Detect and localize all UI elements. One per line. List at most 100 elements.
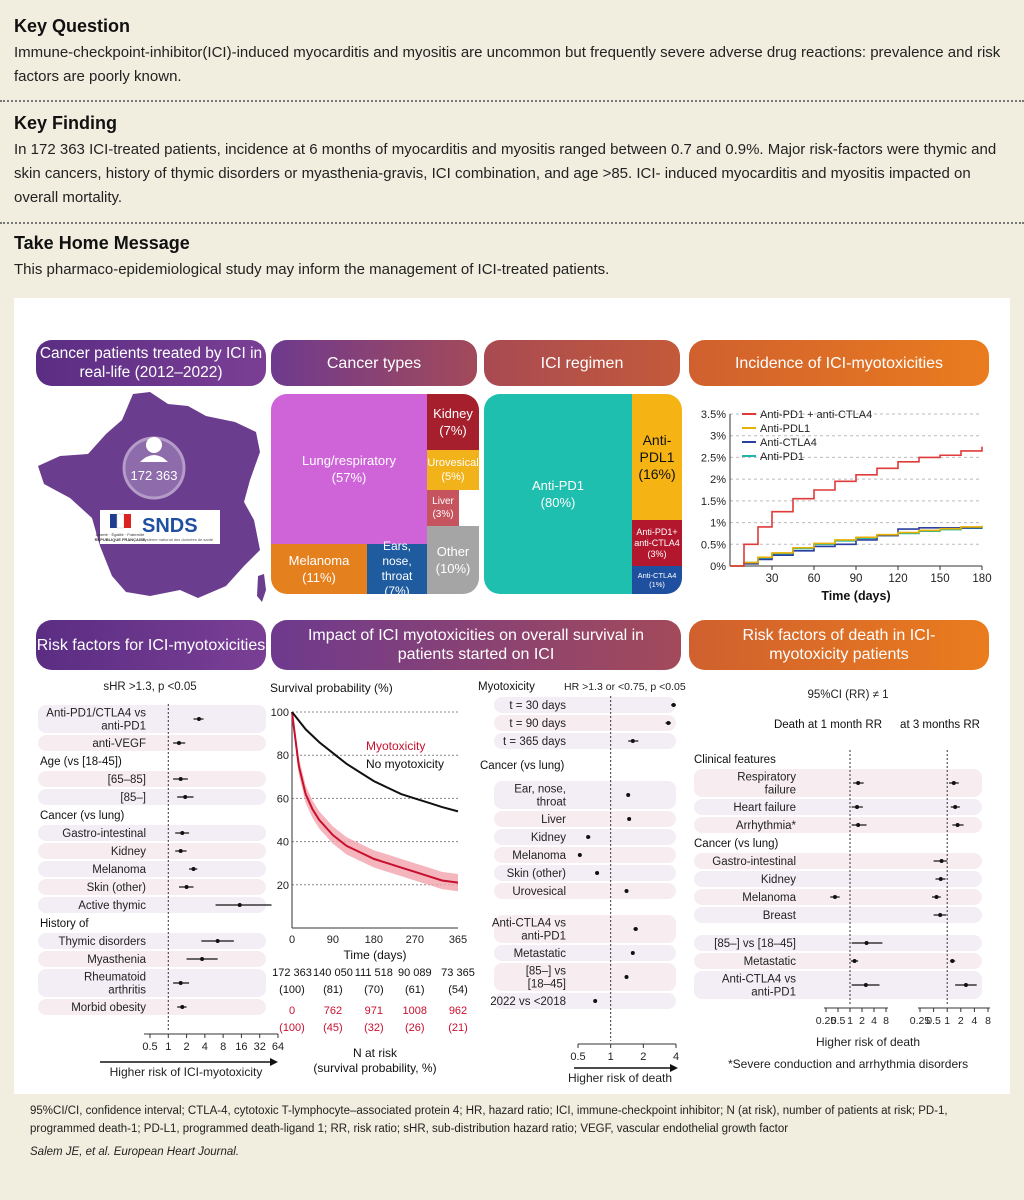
row-band [694, 871, 982, 887]
group-label: Cancer (vs lung) [40, 810, 125, 822]
rf-point [178, 777, 183, 781]
death-3m-point [953, 805, 958, 809]
row-band [38, 999, 266, 1015]
legend-no-myotoxicity: No myotoxicity [366, 757, 444, 771]
forest-death: 95%CI (RR) ≠ 1 Death at 1 month RR at 3 mo… [694, 689, 991, 1071]
citation: Salem JE, et al. European Heart Journal. [30, 1146, 240, 1158]
row-label: anti-PD1 [521, 931, 566, 943]
row-band [494, 697, 676, 713]
x-tick-label: 1 [847, 1015, 853, 1027]
row-label: anti-PD1 [751, 987, 796, 999]
row-band [38, 897, 266, 913]
os-point [627, 817, 632, 821]
key-finding-section: Key Finding In 172 363 ICI-treated patie… [0, 113, 1024, 210]
x-tick-label: 0.5 [831, 1015, 846, 1027]
row-label: Anti-CTLA4 vs [722, 974, 796, 986]
republique-text: RÉPUBLIQUE FRANÇAISE [95, 537, 146, 542]
row-band [38, 843, 266, 859]
legend-label: Anti-PDL1 [760, 423, 810, 435]
x-tick-label: 0 [289, 934, 295, 946]
os-point [666, 721, 671, 725]
at-risk-value: 73 365 [441, 967, 475, 979]
x-tick-label: 60 [808, 573, 821, 585]
x-tick-label: 0.5 [570, 1051, 585, 1063]
x-tick-label: 150 [930, 573, 949, 585]
y-axis-title: Survival probability (%) [270, 681, 393, 695]
row-label: [85–] vs [18–45] [714, 938, 796, 950]
row-band [694, 853, 982, 869]
row-band [494, 847, 676, 863]
key-question-section: Key Question Immune-checkpoint-inhibitor… [0, 16, 1024, 89]
y-tick-label: 3% [710, 431, 726, 443]
at-risk-value: (70) [364, 984, 384, 996]
os-point [593, 999, 598, 1003]
y-tick-label: 100 [271, 707, 289, 719]
treemap-kidney-label: Kidney [433, 406, 473, 421]
y-tick-label: 3.5% [701, 409, 726, 421]
row-band [38, 735, 266, 751]
y-tick-label: 20 [277, 880, 289, 892]
row-band [694, 817, 982, 833]
treemap-lung-pct: (57%) [331, 470, 367, 485]
treemap-melanoma-label: Melanoma [288, 553, 350, 568]
group-label: Clinical features [694, 754, 776, 766]
row-label: Melanoma [512, 850, 566, 862]
row-band [38, 969, 266, 997]
death-3m-point [963, 983, 968, 987]
treemap-anti-pdl1-pct: (16%) [638, 465, 676, 482]
treemap-anti-pd1-label: Anti-PD1 [531, 478, 585, 493]
treemap-melanoma: Melanoma (11%) [271, 544, 367, 594]
regimen-treemap: Anti-PD1 (80%) Anti-PDL1 (16%) Anti-PD1+ a… [484, 394, 682, 594]
take-home-title: Take Home Message [14, 233, 190, 253]
row-band [38, 789, 266, 805]
row-label: Metastatic [514, 948, 567, 960]
abbreviations: 95%CI/CI, confidence interval; CTLA-4, c… [30, 1105, 948, 1135]
death-1m-point [863, 983, 868, 987]
row-band [38, 771, 266, 787]
x-tick-label: 8 [220, 1041, 226, 1053]
row-band [694, 799, 982, 815]
column-header-1: Death at 1 month RR [774, 719, 882, 731]
death-rf-header: Risk factors of death in ICI-myotoxicity… [689, 620, 989, 670]
row-label: Liver [541, 814, 566, 826]
at-risk-value: 1008 [403, 1005, 427, 1017]
x-tick-label: 1 [608, 1051, 614, 1063]
at-risk-sublabel: (survival probability, %) [313, 1061, 436, 1075]
group-label: Cancer (vs lung) [480, 760, 565, 772]
death-3m-point [951, 781, 956, 785]
row-label: throat [537, 797, 567, 809]
devise-text: Liberté · Égalité · Fraternité [96, 532, 145, 537]
os-point [577, 853, 582, 857]
row-band [494, 915, 676, 943]
survival-line-no-myotoxicity [291, 711, 459, 813]
treemap-liver-label: Liver [432, 496, 454, 507]
row-band [494, 883, 676, 899]
row-band [38, 879, 266, 895]
death-3m-point [950, 959, 955, 963]
rf-point [237, 903, 242, 907]
treemap-ent-pct: (7%) [384, 584, 410, 594]
treemap-liver-pct: (3%) [432, 509, 454, 520]
row-band [694, 953, 982, 969]
treemap-lung-label: Lung/respiratory [302, 453, 396, 468]
x-axis-label: Higher risk of death [816, 1035, 920, 1049]
os-point [586, 835, 591, 839]
x-axis-label: Higher risk of ICI-myotoxicity [110, 1065, 263, 1079]
x-axis-label: Time (days) [821, 589, 890, 603]
treemap-anti-pdl1-label: Anti-PDL1 [639, 431, 675, 465]
cohort-header: Cancer patients treated by ICI in real-l… [36, 340, 266, 386]
y-tick-label: 60 [277, 793, 289, 805]
treemap-urovesical-label: Urovesical [427, 457, 479, 469]
footnote: *Severe conduction and arrhythmia disord… [728, 1057, 968, 1071]
treemap-other-label: Other [436, 544, 470, 559]
y-tick-label: 40 [277, 837, 289, 849]
death-1m-point [856, 781, 861, 785]
risk-factors-header: Risk factors for ICI-myotoxicities [36, 620, 266, 670]
series-line-anti-pd1-anti-ctla4 [730, 446, 983, 567]
treemap-urovesical-pct: (5%) [441, 471, 465, 483]
row-label: Thymic disorders [58, 936, 146, 948]
group-label: Age (vs [18-45]) [40, 756, 122, 768]
at-risk-value: (100) [279, 984, 305, 996]
at-risk-value: 111 518 [355, 967, 393, 979]
at-risk-value: (21) [448, 1022, 468, 1034]
